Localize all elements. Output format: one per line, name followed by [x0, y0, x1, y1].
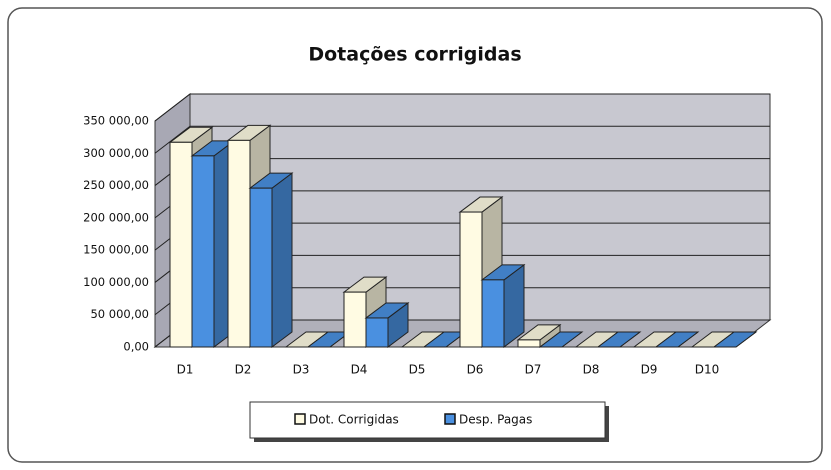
bar-front [481, 279, 505, 348]
grid-line [154, 93, 770, 122]
grid-line [154, 125, 770, 154]
legend-swatch [444, 413, 456, 425]
bar-front [169, 141, 193, 348]
x-tick-label: D3 [293, 363, 310, 377]
x-tick-label: D9 [641, 363, 658, 377]
x-tick-label: D4 [351, 363, 368, 377]
y-tick-label: 300 000,00 [83, 146, 149, 160]
bar-front [227, 139, 251, 348]
y-tick-label: 200 000,00 [83, 210, 149, 224]
y-tick-label: 150 000,00 [83, 243, 149, 257]
bar [480, 263, 526, 348]
bar [712, 331, 758, 348]
x-tick-label: D10 [695, 363, 720, 377]
bar-front [191, 155, 215, 348]
y-tick-label: 0,00 [123, 340, 149, 354]
bar-front [365, 317, 389, 348]
bar-top [712, 331, 758, 348]
bar [248, 172, 294, 348]
legend-label: Dot. Corrigidas [309, 413, 399, 427]
bar-front [459, 211, 483, 348]
legend-swatch [294, 413, 306, 425]
bar [596, 331, 642, 348]
bar-side [271, 172, 293, 348]
bar-top [654, 331, 700, 348]
chart-title: Dotações corrigidas [308, 44, 521, 66]
x-tick-label: D6 [467, 363, 484, 377]
bar [364, 301, 410, 348]
bar [654, 331, 700, 348]
bar-top [596, 331, 642, 348]
bar-front [517, 339, 541, 348]
x-tick-label: D2 [235, 363, 252, 377]
y-tick-label: 50 000,00 [90, 307, 149, 321]
y-tick-label: 100 000,00 [83, 275, 149, 289]
bar [538, 331, 584, 348]
y-tick-label: 250 000,00 [83, 178, 149, 192]
legend-box [249, 401, 606, 439]
bar-top [538, 331, 584, 348]
bar-front [343, 291, 367, 348]
bar-front [249, 187, 273, 348]
y-tick-label: 350 000,00 [83, 114, 149, 128]
x-tick-label: D1 [177, 363, 194, 377]
x-tick-label: D8 [583, 363, 600, 377]
x-tick-label: D5 [409, 363, 426, 377]
legend-label: Desp. Pagas [459, 413, 532, 427]
x-tick-label: D7 [525, 363, 542, 377]
